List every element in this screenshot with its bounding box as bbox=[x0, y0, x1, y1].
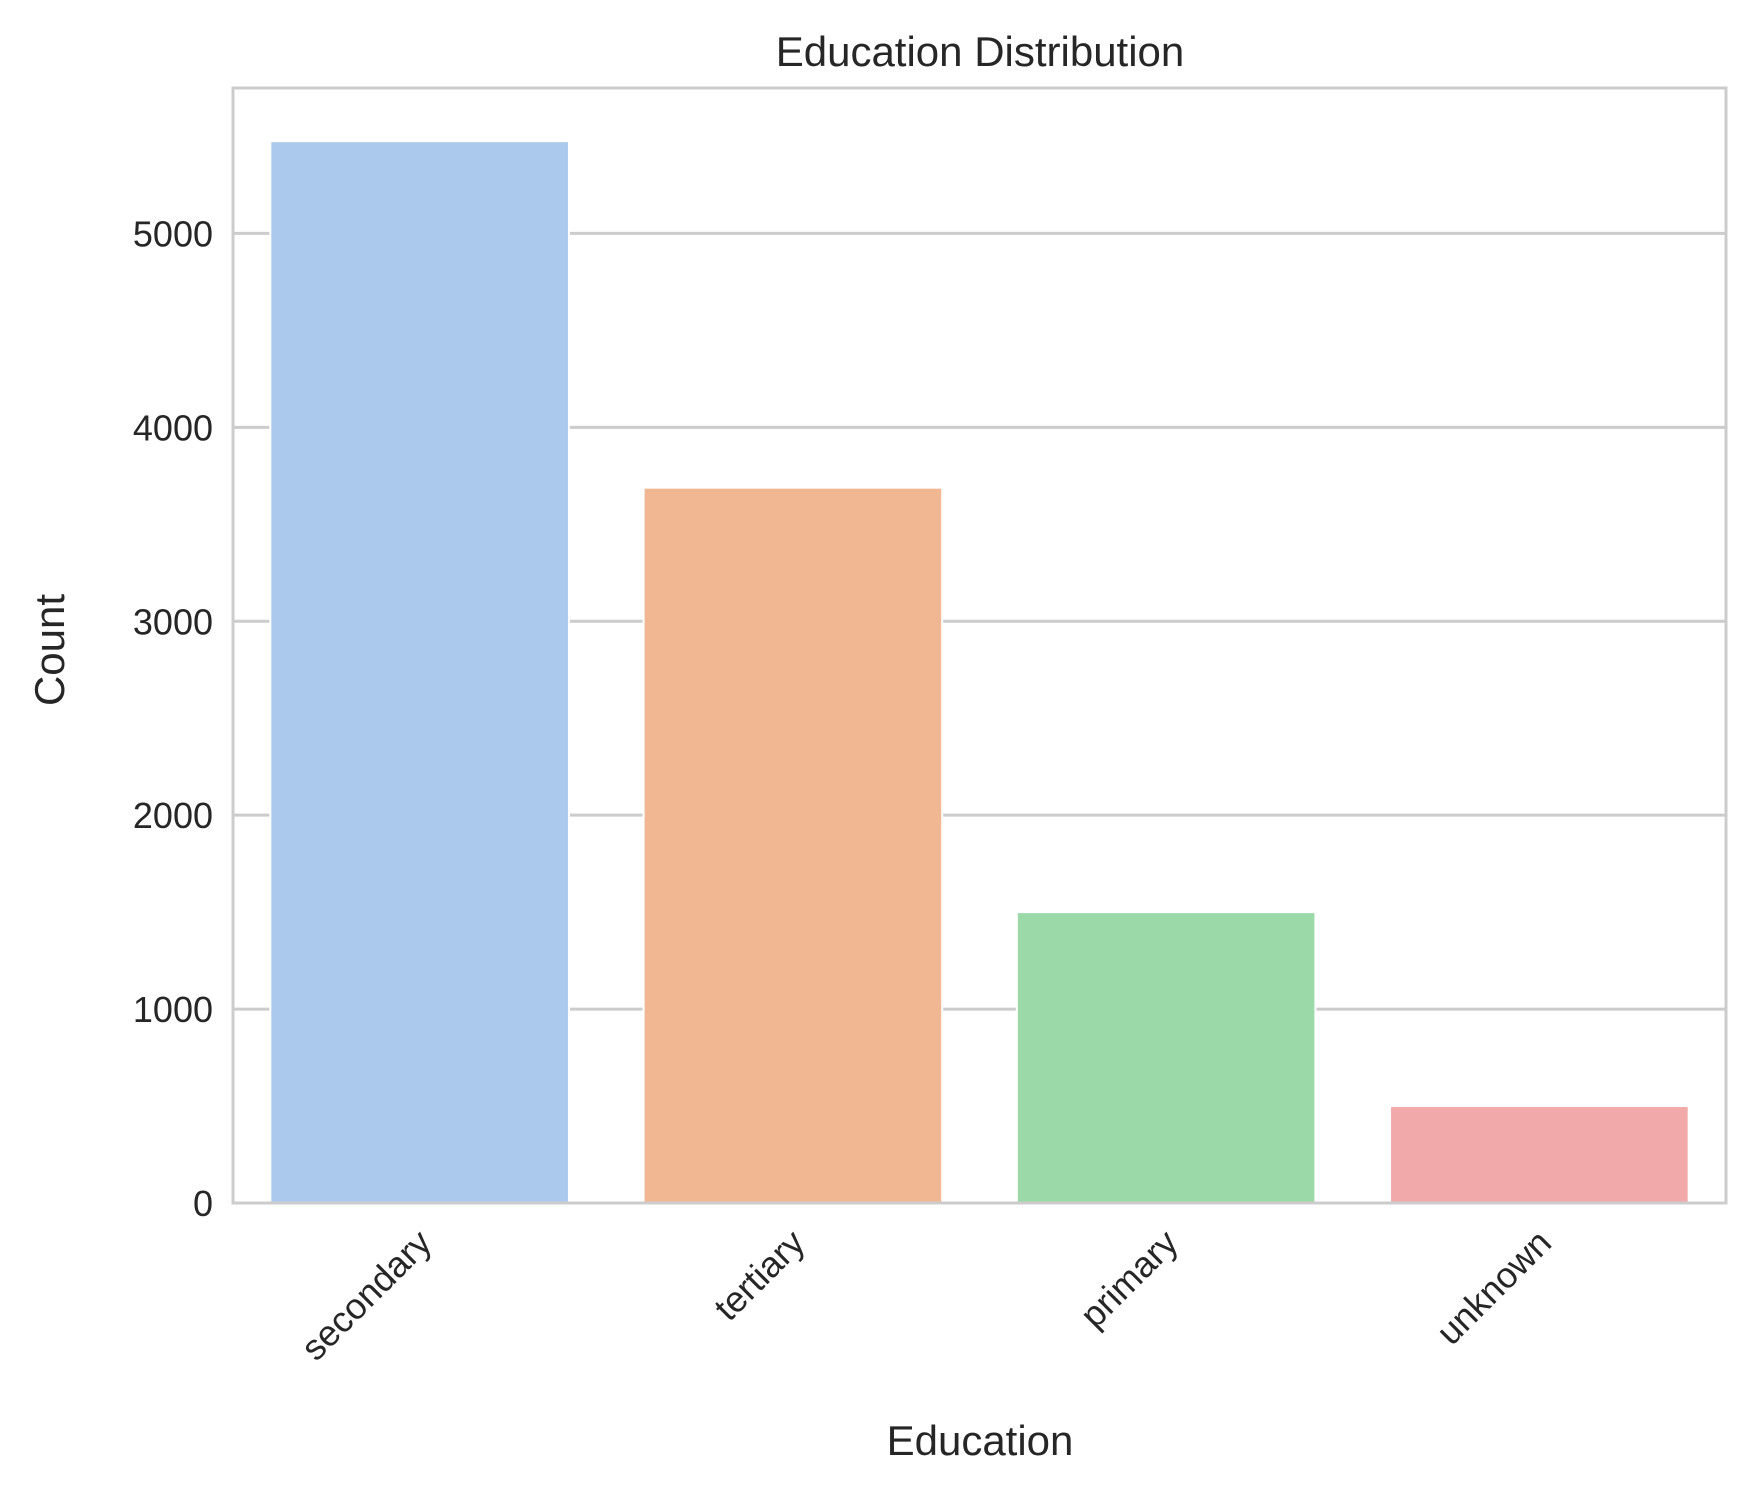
y-tick-label: 3000 bbox=[133, 601, 213, 642]
bar-tertiary bbox=[642, 486, 944, 1204]
bars bbox=[269, 140, 1690, 1204]
bar-unknown bbox=[1389, 1105, 1690, 1204]
y-tick-label: 2000 bbox=[133, 795, 213, 836]
plot-frame bbox=[231, 86, 1728, 1205]
y-axis-label: Count bbox=[26, 594, 73, 706]
bar-primary bbox=[1015, 911, 1317, 1204]
y-tick-label: 0 bbox=[193, 1183, 213, 1224]
chart-title: Education Distribution bbox=[776, 28, 1185, 75]
bar-secondary bbox=[269, 140, 570, 1204]
y-tick-label: 4000 bbox=[133, 407, 213, 448]
x-axis-label: Education bbox=[887, 1417, 1074, 1464]
y-tick-label: 5000 bbox=[133, 213, 213, 254]
y-tick-labels: 0 1000 2000 3000 4000 5000 bbox=[133, 213, 213, 1224]
y-tick-label: 1000 bbox=[133, 989, 213, 1030]
